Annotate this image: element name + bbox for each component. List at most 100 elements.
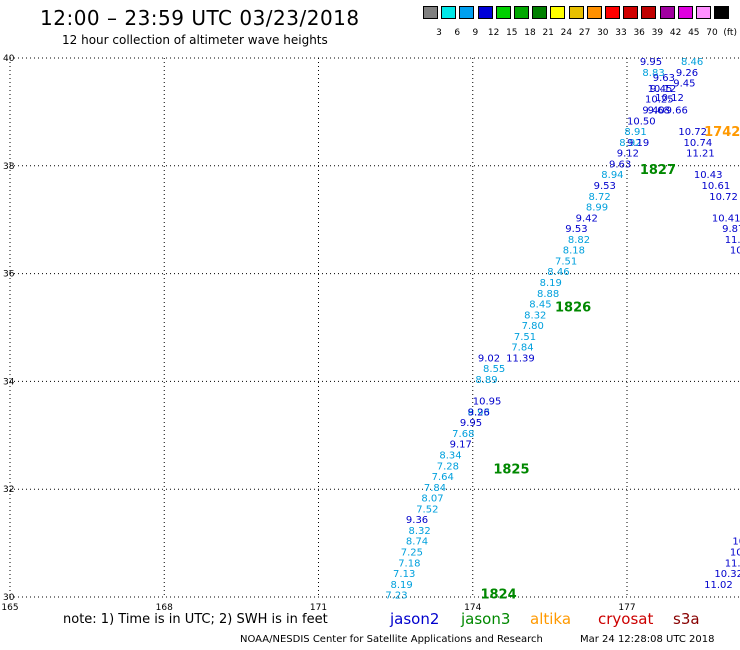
swh-value-jason2: 11.90 xyxy=(725,235,740,246)
credit-line: NOAA/NESDIS Center for Satellite Applica… xyxy=(240,634,543,645)
swh-value-jason3: 8.46 xyxy=(681,57,703,68)
swh-value-jason3: 7.51 xyxy=(514,332,536,343)
scale-label: 18 xyxy=(524,28,536,38)
scale-swatch xyxy=(714,6,730,19)
swh-value-jason2: 11.21 xyxy=(686,149,715,160)
x-tick-label: 168 xyxy=(156,603,173,613)
swh-value-jason2: 9.63 xyxy=(653,73,675,84)
y-tick-label: 30 xyxy=(3,593,15,603)
y-tick-label: 36 xyxy=(3,270,15,280)
swh-value-jason3: 8.93 xyxy=(468,407,490,418)
legend-jason2: jason2 xyxy=(390,610,440,628)
legend-jason3: jason3 xyxy=(461,610,511,628)
swh-value-jason2: 10.72 xyxy=(678,127,707,138)
y-tick-label: 40 xyxy=(3,54,15,64)
swh-value-jason2: 9.95 xyxy=(640,57,662,68)
scale-label: 39 xyxy=(651,28,664,38)
scale-label: 24 xyxy=(560,28,573,38)
scale-label: 9 xyxy=(472,28,479,38)
swh-value-jason3: 8.82 xyxy=(568,235,590,246)
scale-swatch xyxy=(641,6,657,19)
swh-value-jason3: 7.64 xyxy=(432,472,454,483)
swh-value-jason2: 9.26 xyxy=(468,407,490,418)
x-tick-label: 165 xyxy=(1,603,18,613)
swh-value-jason3: 7.23 xyxy=(385,591,407,602)
scale-swatch xyxy=(441,6,457,19)
swh-value-jason3: 7.52 xyxy=(416,504,438,515)
scale-label: (ft) xyxy=(723,28,737,38)
swh-value-jason2: 9.02 xyxy=(478,353,500,364)
scale-label: 42 xyxy=(669,28,682,38)
scale-swatch xyxy=(532,6,548,19)
swh-value-jason3: 7.18 xyxy=(398,558,420,569)
swh-value-jason3: 8.32 xyxy=(524,310,546,321)
swh-value-jason3: 8.91 xyxy=(624,127,646,138)
swh-value-jason2: 9.12 xyxy=(617,149,639,160)
scale-swatch xyxy=(550,6,566,19)
swh-value-jason2: 10.41 xyxy=(712,213,740,224)
scale-swatch xyxy=(514,6,529,19)
legend-altika: altika xyxy=(530,610,572,628)
swh-value-jason3: 7.25 xyxy=(401,547,423,558)
swh-value-jason3: 8.46 xyxy=(547,267,569,278)
swh-value-jason2: 9.17 xyxy=(450,440,472,451)
swh-value-jason3: 8.72 xyxy=(588,192,610,203)
scale-swatch xyxy=(459,6,475,19)
swh-value-jason2: 11.39 xyxy=(506,353,535,364)
swh-value-jason3: 7.80 xyxy=(522,321,544,332)
scale-swatch xyxy=(586,6,602,19)
swh-value-jason2: 9.63 xyxy=(609,159,631,170)
swh-value-jason2: 9.53 xyxy=(594,181,616,192)
swh-value-jason3: 8.19 xyxy=(390,580,412,591)
swh-value-jason2: 9.95 xyxy=(460,418,482,429)
swh-value-jason2: 10.61 xyxy=(730,246,740,257)
swh-value-jason3: 8.34 xyxy=(439,450,461,461)
swh-value-jason3: 8.19 xyxy=(540,278,562,289)
scale-label: 6 xyxy=(454,28,461,38)
scale-label: 12 xyxy=(487,28,500,38)
swh-value-jason2: 9.68 xyxy=(648,106,670,117)
y-tick-label: 34 xyxy=(3,377,15,387)
x-tick-label: 171 xyxy=(310,603,327,613)
swh-value-jason2: 9.66 xyxy=(666,106,688,117)
scale-swatch xyxy=(423,6,438,19)
scale-swatch xyxy=(568,6,584,19)
swh-value-jason2: 10.12 xyxy=(648,84,677,95)
swh-value-jason3: 8.83 xyxy=(642,68,664,79)
swh-value-jason2: 10.95 xyxy=(473,397,502,408)
swh-value-jason3: 7.13 xyxy=(393,569,415,580)
scale-swatch xyxy=(696,6,711,19)
swh-value-jason2: 9.19 xyxy=(627,138,649,149)
legend-cryosat: cryosat xyxy=(598,610,654,628)
scale-swatch xyxy=(659,6,675,19)
swh-value-jason2: 9.36 xyxy=(406,515,428,526)
y-tick-label: 32 xyxy=(3,485,14,495)
swh-value-jason3: 8.94 xyxy=(601,170,623,181)
scale-swatch xyxy=(677,6,693,19)
swh-value-jason2: 10.74 xyxy=(684,138,713,149)
swh-value-jason3: 8.45 xyxy=(529,300,551,311)
swh-value-jason3: 8.74 xyxy=(406,537,428,548)
swh-value-jason2: 10.32 xyxy=(714,569,740,580)
swh-value-jason2: 11.75 xyxy=(725,558,740,569)
swh-value-jason3: 8.55 xyxy=(483,364,505,375)
swh-value-jason2: 10.25 xyxy=(645,95,674,106)
swh-value-jason2: 11.02 xyxy=(704,580,733,591)
scale-swatch xyxy=(477,6,493,19)
swh-value-jason2: 9.40 xyxy=(642,106,664,117)
swh-value-jason3: 8.88 xyxy=(537,289,559,300)
swh-value-jason3: 8.89 xyxy=(475,375,497,386)
generated-timestamp: Mar 24 12:28:08 UTC 2018 xyxy=(580,634,715,645)
time-label: 1824 xyxy=(480,588,516,603)
time-label: 1826 xyxy=(555,300,591,315)
swh-value-jason2: 10.61 xyxy=(702,181,731,192)
y-tick-label: 38 xyxy=(3,162,15,172)
swh-value-jason2: 10.43 xyxy=(694,170,723,181)
swh-value-jason3: 8.32 xyxy=(408,526,430,537)
swh-value-jason2: 9.45 xyxy=(650,84,672,95)
swh-value-jason2: 9.42 xyxy=(576,213,598,224)
scale-label: 45 xyxy=(688,28,700,38)
swh-value-jason3: 8.99 xyxy=(586,203,608,214)
swh-value-jason2: 9.45 xyxy=(673,79,695,90)
